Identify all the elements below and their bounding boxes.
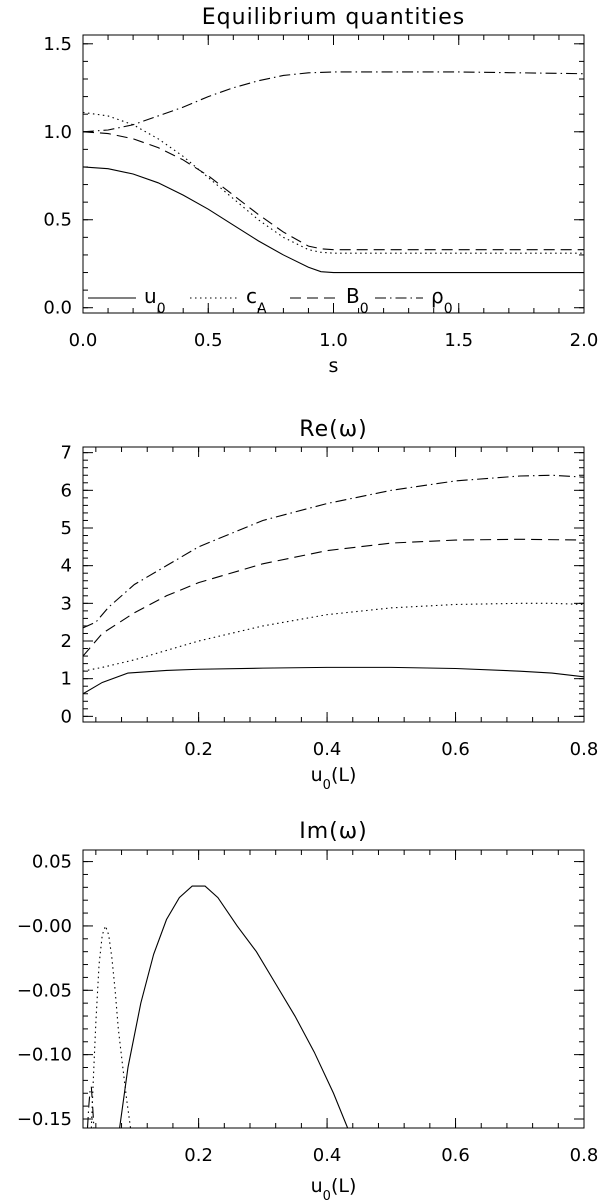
y-tick-label: 0.5 bbox=[43, 210, 72, 231]
x-tick-label: 0.8 bbox=[570, 1145, 599, 1166]
y-tick-label: 2 bbox=[61, 631, 72, 652]
x-tick-label: 0.2 bbox=[184, 739, 213, 760]
legend-label: B0 bbox=[346, 284, 369, 317]
series-line-solid bbox=[83, 166, 584, 274]
series-line-solid bbox=[119, 885, 349, 1128]
y-tick-label: −0.00 bbox=[17, 916, 72, 937]
x-tick-label: 0.4 bbox=[313, 1145, 342, 1166]
x-tick-label: 2.0 bbox=[570, 330, 599, 351]
y-tick-label: 1 bbox=[61, 669, 72, 690]
series-line-dotted bbox=[83, 111, 584, 254]
x-axis-label: u0(L) bbox=[311, 1175, 357, 1203]
x-tick-label: 1.5 bbox=[444, 330, 473, 351]
y-tick-label: −0.10 bbox=[17, 1045, 72, 1066]
series-line-solid bbox=[83, 666, 584, 695]
y-tick-label: 7 bbox=[61, 443, 72, 464]
x-tick-label: 0.6 bbox=[441, 739, 470, 760]
y-tick-label: −0.05 bbox=[17, 980, 72, 1001]
legend: u0 cA B0 ρ0 bbox=[88, 284, 453, 317]
chart-3: Im(ω) 0.2 0.4 0.6 0.8 0.05 −0.00 −0.05 −0.10 −0.1… bbox=[17, 819, 598, 1203]
series-line-dashdot bbox=[83, 474, 584, 629]
x-tick-label: 0.4 bbox=[313, 739, 342, 760]
chart-1: Equilibrium quantities 0.0 0.5 1.0 1.5 2.0 0.0… bbox=[43, 5, 598, 377]
y-tick-label: 1.0 bbox=[43, 122, 72, 143]
y-tick-label: 6 bbox=[61, 480, 72, 501]
y-tick-label: 1.5 bbox=[43, 34, 72, 55]
series-line-dotted bbox=[83, 602, 584, 672]
x-axis-label: s bbox=[329, 355, 339, 377]
y-tick-label: 5 bbox=[61, 518, 72, 539]
x-tick-label: 0.5 bbox=[194, 330, 223, 351]
x-tick-label: 0.2 bbox=[184, 1145, 213, 1166]
y-tick-label: 4 bbox=[61, 556, 72, 577]
x-axis-label: u0(L) bbox=[311, 764, 357, 793]
series-line-dotted bbox=[90, 924, 132, 1128]
chart-title: Equilibrium quantities bbox=[202, 5, 465, 30]
series-line-dashed bbox=[83, 131, 584, 251]
legend-label: cA bbox=[246, 284, 267, 317]
x-tick-label: 0.8 bbox=[570, 739, 599, 760]
y-tick-label: 3 bbox=[61, 593, 72, 614]
chart-2: Re(ω) 0.2 0.4 0.6 0.8 0 1 2 3 4 5 6 7 u0(L) bbox=[61, 417, 599, 793]
series-line-dashed bbox=[83, 538, 584, 657]
legend-label: u0 bbox=[144, 284, 166, 317]
x-tick-label: 0.6 bbox=[441, 1145, 470, 1166]
plot-frame bbox=[82, 849, 585, 1129]
y-tick-label: 0.05 bbox=[32, 852, 72, 873]
series-line-dashdot bbox=[86, 1086, 95, 1128]
chart-title: Re(ω) bbox=[299, 417, 367, 442]
legend-label: ρ0 bbox=[431, 284, 453, 317]
x-tick-label: 0.0 bbox=[69, 330, 98, 351]
y-tick-label: 0.0 bbox=[43, 298, 72, 319]
y-tick-label: 0 bbox=[61, 706, 72, 727]
series-line-dashdot bbox=[83, 71, 584, 133]
y-tick-label: −0.15 bbox=[17, 1109, 72, 1130]
plot-frame bbox=[82, 446, 585, 723]
chart-title: Im(ω) bbox=[299, 819, 368, 844]
plot-frame bbox=[82, 34, 585, 314]
x-tick-label: 1.0 bbox=[319, 330, 348, 351]
